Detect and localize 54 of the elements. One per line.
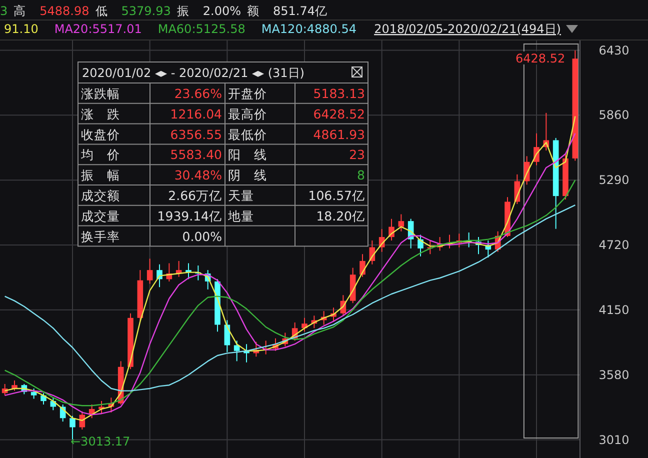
annotation: 振 幅	[81, 168, 120, 183]
annotation: 6428.52	[516, 51, 566, 66]
candlestick	[12, 380, 18, 392]
chart-subtitle: 2018/02/05-2020/02/21(494日)	[374, 22, 561, 36]
annotation: 0.00%	[182, 228, 222, 244]
line-series	[4, 204, 576, 392]
annotation: 最低价	[228, 126, 267, 142]
text: 91.10	[4, 22, 38, 36]
annotation: 开盘价	[228, 86, 267, 101]
annotation: 18.20亿	[316, 208, 365, 224]
annotation: 收盘价	[81, 126, 120, 142]
annotation: 均 价	[80, 147, 120, 162]
y-tick-label: 3010	[598, 432, 630, 447]
annotation: 8	[357, 168, 366, 183]
candlestick	[30, 388, 37, 400]
annotation: 地量	[227, 208, 254, 224]
annotation: 5183.13	[313, 86, 365, 101]
candlestick	[398, 214, 404, 232]
annotation: 成交量	[81, 208, 120, 224]
text: MA120:4880.54	[261, 22, 356, 36]
text: MA60:5125.58	[158, 22, 246, 36]
chart-title: 3 高 5488.98 低 5379.93 振 2.00% 额 851.74亿	[0, 4, 328, 18]
candlestick	[234, 340, 240, 362]
annotation: 最高价	[228, 106, 267, 122]
annotation: ←3013.17	[70, 434, 130, 448]
annotation: 阴 线	[228, 168, 267, 183]
y-tick-label: 3580	[598, 368, 630, 382]
annotation: 4861.93	[313, 126, 365, 142]
candlestick	[418, 234, 424, 257]
y-tick-label: 5860	[598, 108, 630, 122]
annotation: 106.57亿	[308, 188, 365, 203]
annotation: 2020/01/02 ◂▸ - 2020/02/21 ◂▸ (31日)	[82, 66, 304, 80]
text: MA20:5517.01	[54, 22, 142, 36]
annotation: 1216.04	[170, 106, 222, 122]
annotation: 23.66%	[174, 86, 222, 101]
annotation: 阳 线	[228, 147, 267, 162]
annotation: 成交额	[81, 188, 120, 203]
annotation: 6428.52	[313, 106, 365, 122]
y-tick-label: 4150	[598, 302, 630, 317]
annotation: 23	[349, 147, 365, 162]
annotation: 6356.55	[170, 126, 222, 142]
candlestick	[146, 258, 153, 284]
annotation: 1939.14亿	[157, 208, 222, 224]
line-series	[4, 180, 576, 406]
y-tick-label: 6430	[598, 43, 630, 58]
annotation: 涨 跌	[81, 106, 120, 122]
annotation: 5583.40	[170, 147, 222, 162]
annotation: 2.66万亿	[168, 188, 222, 203]
y-tick-label: 5290	[598, 173, 630, 188]
annotation: 换手率	[81, 228, 120, 244]
annotation: 30.48%	[174, 168, 222, 183]
annotation: 涨跌幅	[81, 86, 120, 101]
y-tick-label: 4720	[598, 238, 630, 252]
annotation: 天量	[228, 188, 254, 203]
